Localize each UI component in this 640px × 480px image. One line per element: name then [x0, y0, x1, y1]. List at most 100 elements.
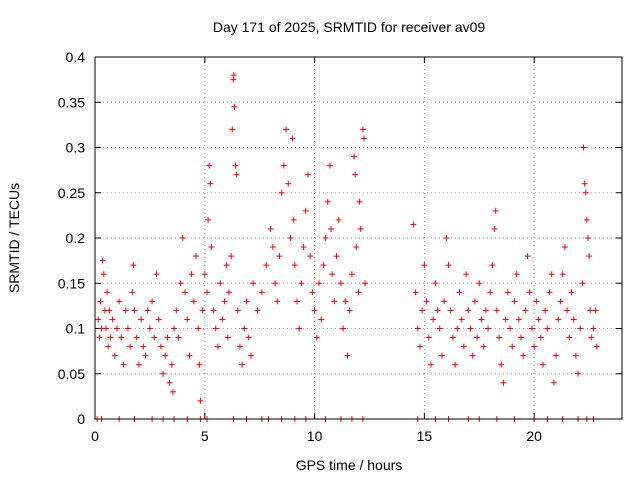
data-point — [425, 334, 432, 341]
data-point — [412, 289, 419, 296]
data-point — [109, 316, 116, 323]
data-point — [465, 307, 472, 314]
data-point — [177, 280, 184, 287]
data-point — [304, 171, 311, 178]
data-point — [229, 126, 236, 133]
data-point — [104, 289, 111, 296]
data-point — [182, 289, 189, 296]
data-point — [287, 235, 294, 241]
data-point — [210, 307, 217, 314]
data-point — [311, 307, 318, 314]
data-point — [291, 262, 298, 269]
data-point — [520, 352, 527, 359]
plot-frame — [94, 56, 623, 420]
data-point — [298, 280, 305, 287]
data-point — [546, 289, 553, 296]
data-point — [586, 253, 593, 260]
data-point — [528, 325, 535, 332]
data-point — [326, 162, 333, 169]
data-point — [130, 262, 137, 269]
data-point — [186, 352, 193, 359]
y-axis-label: SRMTID / TECUs — [6, 183, 22, 293]
data-point — [302, 207, 309, 214]
data-point — [267, 225, 274, 232]
data-point — [243, 298, 250, 305]
data-point — [212, 325, 219, 332]
data-point — [588, 334, 595, 341]
data-point — [239, 361, 246, 368]
x-tick-label: 15 — [417, 428, 433, 444]
data-point — [247, 352, 254, 359]
data-point — [171, 325, 178, 332]
data-point — [197, 397, 204, 404]
data-point — [324, 198, 331, 205]
data-point — [290, 216, 297, 223]
data-point — [245, 334, 252, 341]
data-point — [452, 361, 459, 368]
y-tick-label: 0.05 — [58, 366, 85, 382]
data-point — [149, 298, 156, 305]
data-point — [498, 361, 505, 368]
data-point — [144, 307, 151, 314]
data-point — [162, 352, 169, 359]
data-point — [113, 325, 120, 332]
data-point — [184, 316, 191, 323]
data-point — [346, 307, 353, 314]
data-point — [160, 370, 167, 377]
data-point — [217, 280, 224, 287]
data-point — [100, 271, 107, 278]
data-point — [362, 280, 369, 287]
data-point — [579, 280, 586, 287]
data-point — [129, 289, 136, 296]
data-point — [416, 343, 423, 350]
data-point — [207, 180, 214, 187]
data-point — [352, 171, 359, 178]
data-point — [241, 325, 248, 332]
data-point — [357, 225, 364, 232]
data-point — [492, 207, 499, 214]
data-point — [359, 126, 366, 133]
x-tick-label: 20 — [526, 428, 542, 444]
data-point — [285, 180, 292, 187]
x-axis-label: GPS time / hours — [296, 457, 403, 473]
y-tick-label: 0.25 — [58, 185, 85, 201]
data-point — [313, 334, 320, 341]
data-point — [294, 298, 301, 305]
data-point — [517, 334, 524, 341]
data-point — [276, 253, 283, 260]
data-point — [410, 221, 417, 228]
x-tick-label: 0 — [91, 428, 99, 444]
data-point — [564, 307, 571, 314]
data-point — [478, 316, 485, 323]
data-point — [548, 271, 555, 278]
y-tick-label: 0.35 — [58, 94, 85, 110]
data-point — [544, 325, 551, 332]
data-point — [196, 361, 203, 368]
data-point — [360, 135, 367, 142]
data-point — [120, 361, 127, 368]
data-point — [572, 352, 579, 359]
data-point — [432, 280, 439, 287]
data-point — [441, 298, 448, 305]
data-point — [474, 334, 481, 341]
data-point — [95, 316, 102, 323]
data-point — [430, 316, 437, 323]
x-tick-label: 10 — [307, 428, 323, 444]
data-point — [322, 235, 329, 241]
data-point — [122, 307, 129, 314]
data-point — [225, 289, 232, 296]
data-point — [201, 271, 208, 278]
data-point — [568, 289, 575, 296]
data-point — [283, 126, 290, 133]
data-point — [423, 298, 430, 305]
data-point — [258, 289, 265, 296]
data-point — [590, 325, 597, 332]
data-point — [535, 316, 542, 323]
data-point — [570, 316, 577, 323]
data-point — [307, 253, 314, 260]
data-point — [419, 307, 426, 314]
data-point — [96, 334, 103, 341]
data-point — [309, 289, 316, 296]
data-point — [155, 316, 162, 323]
data-point — [476, 280, 483, 287]
